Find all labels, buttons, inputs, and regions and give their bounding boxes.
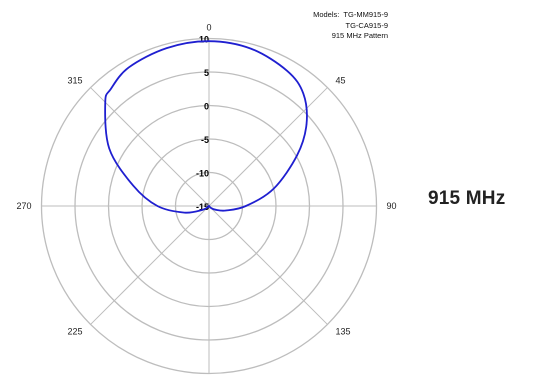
chart-info-block: Models: TG-MM915-9 TG-CA915-9 915 MHz Pa… bbox=[292, 10, 388, 42]
pattern-point bbox=[128, 66, 130, 68]
radial-tick-labels: 10 5 0 -5 -10 -15 bbox=[196, 35, 209, 213]
pattern-point bbox=[305, 123, 308, 125]
pattern-point bbox=[214, 209, 216, 211]
pattern-point bbox=[286, 70, 288, 72]
pattern-point bbox=[132, 185, 134, 187]
angle-label-225: 225 bbox=[68, 326, 83, 336]
pattern-point bbox=[201, 209, 203, 211]
angle-label-135: 135 bbox=[335, 326, 350, 336]
angular-grid-spokes bbox=[41, 38, 377, 374]
radial-label: -5 bbox=[201, 135, 209, 145]
grid-spoke bbox=[208, 87, 328, 207]
pattern-point bbox=[207, 206, 209, 208]
radial-label: 10 bbox=[199, 35, 209, 45]
pattern-title: 915 MHz Pattern bbox=[331, 31, 388, 40]
frequency-label: 915 MHz bbox=[428, 188, 506, 209]
pattern-point bbox=[208, 205, 210, 207]
angle-tick-labels: 0 45 90 135 225 270 315 bbox=[16, 23, 396, 337]
pattern-point bbox=[110, 88, 112, 90]
pattern-point bbox=[273, 188, 275, 190]
grid-spoke bbox=[90, 205, 210, 325]
pattern-line bbox=[104, 40, 308, 214]
angle-label-0: 0 bbox=[206, 23, 211, 33]
pattern-point bbox=[108, 147, 110, 149]
model-1: TG-MM915-9 bbox=[343, 10, 388, 19]
radial-label: 0 bbox=[204, 102, 209, 112]
models-row: Models: TG-MM915-9 bbox=[292, 10, 388, 21]
pattern-point bbox=[302, 92, 304, 95]
radial-label: 5 bbox=[204, 68, 209, 78]
pattern-point bbox=[156, 205, 159, 207]
pattern-point bbox=[208, 40, 210, 42]
angle-label-45: 45 bbox=[335, 76, 345, 86]
pattern-point bbox=[250, 48, 252, 50]
pattern-point bbox=[166, 47, 168, 49]
angle-label-315: 315 bbox=[68, 76, 83, 86]
pattern-series bbox=[104, 40, 308, 214]
pattern-point bbox=[296, 154, 298, 156]
radial-label: -10 bbox=[196, 169, 209, 179]
pattern-point bbox=[104, 101, 106, 103]
grid-spoke bbox=[208, 205, 328, 325]
angle-label-270: 270 bbox=[16, 201, 31, 211]
models-label: Models: bbox=[313, 10, 340, 19]
pattern-point bbox=[225, 209, 227, 212]
angle-label-90: 90 bbox=[387, 201, 397, 211]
model-2: TG-CA915-9 bbox=[345, 20, 388, 30]
pattern-point bbox=[183, 211, 186, 214]
grid-spoke bbox=[90, 87, 210, 207]
pattern-point bbox=[210, 207, 212, 209]
pattern-point bbox=[245, 205, 247, 207]
radial-label: -15 bbox=[196, 202, 209, 212]
